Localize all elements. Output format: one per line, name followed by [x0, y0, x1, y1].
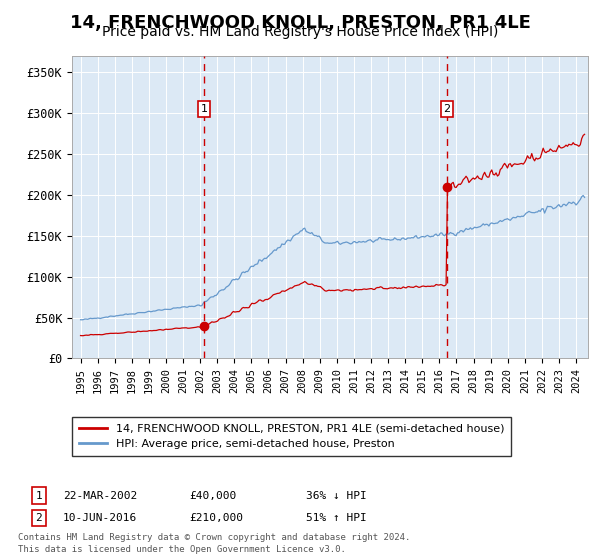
Text: £210,000: £210,000: [189, 513, 243, 523]
Text: 10-JUN-2016: 10-JUN-2016: [63, 513, 137, 523]
Legend: 14, FRENCHWOOD KNOLL, PRESTON, PR1 4LE (semi-detached house), HPI: Average price: 14, FRENCHWOOD KNOLL, PRESTON, PR1 4LE (…: [73, 417, 511, 456]
Text: Price paid vs. HM Land Registry's House Price Index (HPI): Price paid vs. HM Land Registry's House …: [102, 25, 498, 39]
Text: Contains HM Land Registry data © Crown copyright and database right 2024.: Contains HM Land Registry data © Crown c…: [18, 533, 410, 542]
Text: £40,000: £40,000: [189, 491, 236, 501]
Text: This data is licensed under the Open Government Licence v3.0.: This data is licensed under the Open Gov…: [18, 545, 346, 554]
Text: 14, FRENCHWOOD KNOLL, PRESTON, PR1 4LE: 14, FRENCHWOOD KNOLL, PRESTON, PR1 4LE: [70, 14, 530, 32]
Text: 2: 2: [35, 513, 43, 523]
Text: 36% ↓ HPI: 36% ↓ HPI: [306, 491, 367, 501]
Text: 51% ↑ HPI: 51% ↑ HPI: [306, 513, 367, 523]
Text: 1: 1: [200, 104, 208, 114]
Text: 1: 1: [35, 491, 43, 501]
Text: 2: 2: [443, 104, 451, 114]
Text: 22-MAR-2002: 22-MAR-2002: [63, 491, 137, 501]
